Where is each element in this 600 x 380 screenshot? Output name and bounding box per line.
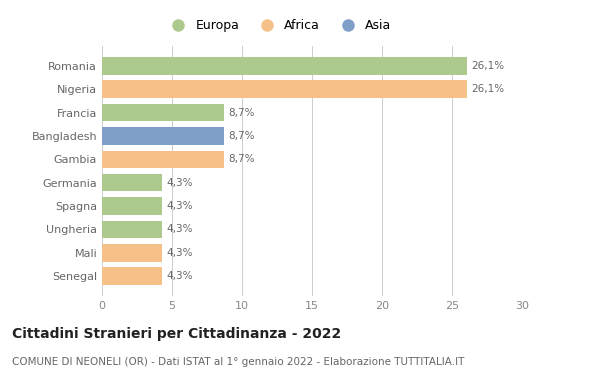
Text: 26,1%: 26,1% [472, 84, 505, 94]
Text: 4,3%: 4,3% [166, 178, 193, 188]
Bar [102, 244, 162, 261]
Bar [102, 127, 224, 145]
Text: 4,3%: 4,3% [166, 225, 193, 234]
Bar [102, 57, 467, 74]
Bar [102, 268, 162, 285]
Bar [102, 197, 162, 215]
Text: 4,3%: 4,3% [166, 271, 193, 281]
Bar [102, 81, 467, 98]
Text: 8,7%: 8,7% [228, 131, 254, 141]
Text: Cittadini Stranieri per Cittadinanza - 2022: Cittadini Stranieri per Cittadinanza - 2… [12, 327, 341, 341]
Text: 8,7%: 8,7% [228, 154, 254, 164]
Text: 4,3%: 4,3% [166, 248, 193, 258]
Bar [102, 104, 224, 121]
Bar [102, 174, 162, 192]
Legend: Europa, Africa, Asia: Europa, Africa, Asia [160, 14, 397, 37]
Bar [102, 150, 224, 168]
Text: COMUNE DI NEONELI (OR) - Dati ISTAT al 1° gennaio 2022 - Elaborazione TUTTITALIA: COMUNE DI NEONELI (OR) - Dati ISTAT al 1… [12, 357, 464, 367]
Text: 4,3%: 4,3% [166, 201, 193, 211]
Bar [102, 221, 162, 238]
Text: 26,1%: 26,1% [472, 61, 505, 71]
Text: 8,7%: 8,7% [228, 108, 254, 117]
